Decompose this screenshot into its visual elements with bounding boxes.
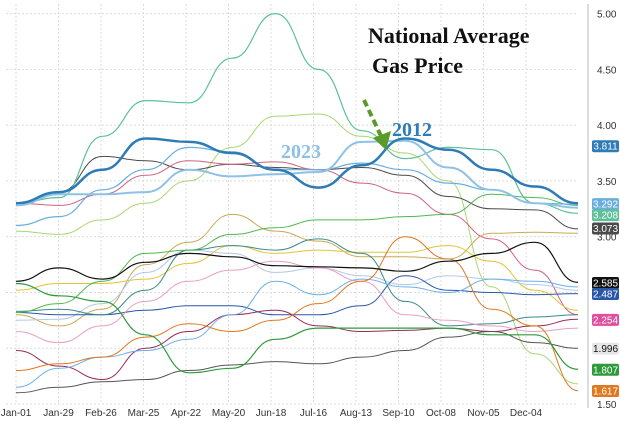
series-line-2015 <box>15 260 579 344</box>
x-tick-label: Sep-10 <box>382 408 415 419</box>
end-label-badge: 2.487 <box>592 287 619 300</box>
x-tick-label: Dec-04 <box>510 408 543 419</box>
end-label-badge: 3.292 <box>592 198 619 211</box>
series-line-2008 <box>15 113 579 385</box>
x-tick-label: Jun-18 <box>256 408 287 419</box>
end-label-value: 2.254 <box>593 315 618 326</box>
y-tick-label: 4.00 <box>597 121 617 132</box>
x-tick-label: Aug-13 <box>340 408 373 419</box>
end-label-badge: 3.811 <box>592 140 619 153</box>
end-label-badge: 1.617 <box>592 384 619 397</box>
label-2023: 2023 <box>281 141 321 163</box>
series-line-2012 <box>15 137 579 205</box>
arrow-2012-head <box>373 131 391 150</box>
label-2012: 2012 <box>392 119 432 141</box>
x-tick-label: Jan-29 <box>43 408 74 419</box>
series-line-2023 <box>15 139 579 209</box>
series-line-2020 <box>15 282 579 374</box>
title-line-1: National Average <box>368 23 530 48</box>
chart-title: National Average Gas Price <box>368 23 530 78</box>
y-tick-label: 3.50 <box>597 177 617 188</box>
series-line-2019 <box>15 249 579 321</box>
annotations: 2012 2023 <box>281 99 432 163</box>
series-line-2017 <box>15 275 579 316</box>
end-label-badge: 3.073 <box>592 222 619 235</box>
title-line-2: Gas Price <box>372 53 463 78</box>
x-tick-label: Feb-26 <box>85 408 117 419</box>
x-tick-label: May-20 <box>212 408 246 419</box>
x-tick-label: Apr-22 <box>171 408 201 419</box>
end-label-bg <box>592 140 619 153</box>
y-tick-label: 1.50 <box>597 400 617 411</box>
series-line-2016 <box>15 309 579 380</box>
series-line-2004 <box>15 331 579 394</box>
end-label-value: 3.073 <box>593 224 618 235</box>
x-tick-label: Oct-08 <box>426 408 456 419</box>
y-tick-label: 5.00 <box>597 10 617 21</box>
grid-lines <box>6 4 578 405</box>
end-label-bg <box>592 198 619 211</box>
end-label-bg <box>592 313 619 326</box>
y-tick-label: 4.50 <box>597 65 617 76</box>
end-label-value: 1.807 <box>593 365 618 376</box>
x-tick-label: Jan-01 <box>1 408 32 419</box>
series-line-2009 <box>15 278 579 388</box>
series-line-2007 <box>15 213 579 327</box>
series-line-2013 <box>15 155 579 230</box>
end-label-bg <box>592 276 619 289</box>
series-line-2006 <box>15 238 579 327</box>
end-label-value: 3.292 <box>593 200 618 211</box>
x-tick-label: Mar-25 <box>128 408 160 419</box>
series-line-2018 <box>15 245 579 311</box>
end-label-value: 3.811 <box>593 142 618 153</box>
series-line-2010 <box>15 241 579 283</box>
end-label-value: 2.487 <box>593 289 618 300</box>
series-line-2022 <box>15 13 579 214</box>
end-label-value: 2.585 <box>593 278 618 289</box>
x-tick-label: Nov-05 <box>467 408 500 419</box>
series-line-2014 <box>15 160 579 316</box>
end-label-badge: 1.996 <box>592 342 619 355</box>
end-label-badge: 2.254 <box>592 313 619 326</box>
arrow-2012-shaft <box>362 99 383 137</box>
series-line-2005 <box>15 236 579 392</box>
end-label-value: 1.617 <box>593 386 618 397</box>
end-label-bg <box>592 342 619 355</box>
series-line-2021 <box>15 193 579 313</box>
end-label-bg <box>592 384 619 397</box>
axes: 1.502.002.503.003.504.004.505.00Jan-01Ja… <box>1 4 617 419</box>
end-label-badge: 2.585 <box>592 276 619 289</box>
end-label-bg <box>592 287 619 300</box>
end-label-value: 3.208 <box>593 211 618 222</box>
end-label-bg <box>592 209 619 222</box>
end-label-bg <box>592 363 619 376</box>
end-label-badge: 3.208 <box>592 209 619 222</box>
x-tick-label: Jul-16 <box>300 408 328 419</box>
y-tick-label: 3.00 <box>597 233 617 244</box>
series-lines <box>15 13 579 394</box>
end-label-value: 1.996 <box>593 344 618 355</box>
end-label-badge: 1.807 <box>592 363 619 376</box>
end-label-bg <box>592 222 619 235</box>
